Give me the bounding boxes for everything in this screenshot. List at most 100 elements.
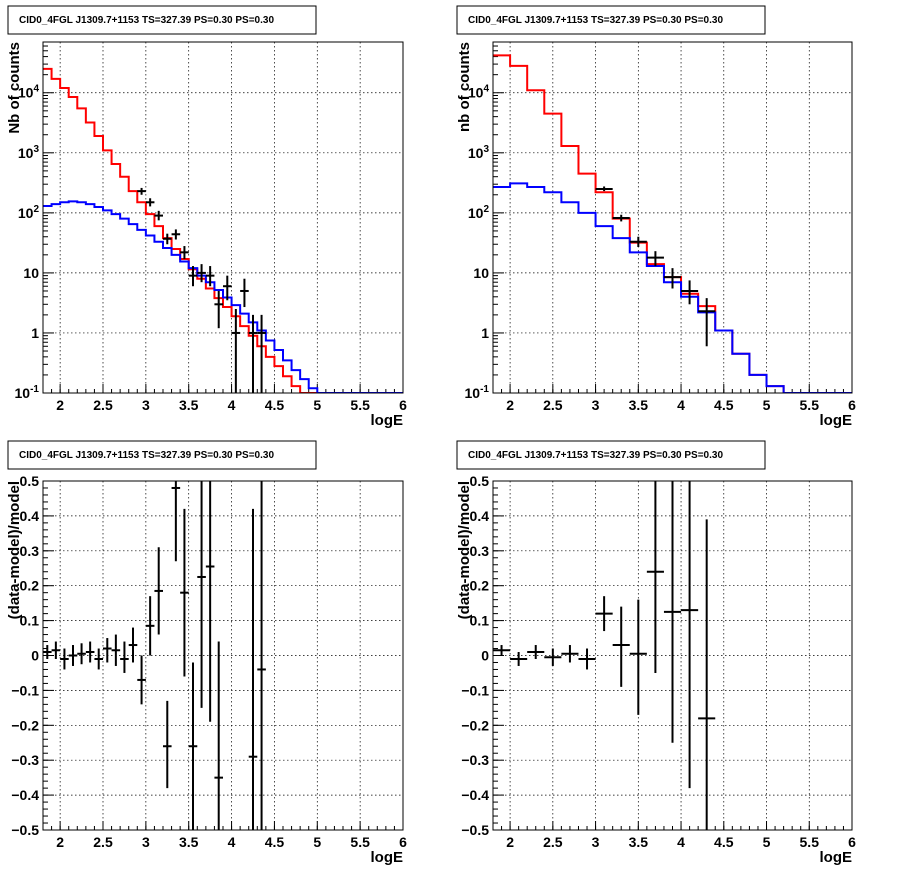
y-tick-label: −0.2 [461, 717, 489, 733]
data-point [214, 641, 223, 830]
chart-title-box [456, 440, 766, 470]
x-tick-label: 3.5 [629, 397, 649, 413]
y-tick-label: −0.3 [11, 752, 39, 768]
y-tick-label: −0.1 [11, 682, 39, 698]
data-point [214, 290, 223, 329]
y-tick-label: 0 [31, 648, 39, 664]
data-point [103, 638, 112, 663]
x-tick-label: 4 [228, 397, 236, 413]
data-point [223, 275, 232, 301]
y-tick-label: 103 [468, 144, 490, 161]
chart-title: CID0_4FGL J1309.7+1153 TS=327.39 PS=0.30… [19, 450, 274, 461]
data-point [646, 251, 664, 267]
plot-area [43, 67, 403, 393]
y-axis-label: (data-model)/model [456, 481, 473, 619]
chart-panel-1: 2 2.5 3 3.5 4 4.5 5 5.5 610-1110102103104logENb … [6, 5, 407, 429]
x-tick-label: 5.5 [350, 397, 370, 413]
data-point [77, 643, 86, 665]
y-tick-label: 1 [31, 325, 39, 341]
plot-frame [42, 41, 404, 394]
data-point [510, 652, 528, 666]
y-tick-label: 10 [473, 265, 489, 281]
y-tick-label: 102 [18, 204, 40, 221]
data-point [154, 210, 163, 221]
x-tick-label: 5 [763, 397, 771, 413]
x-tick-label: 3 [142, 834, 150, 850]
x-tick-label: 4 [677, 397, 685, 413]
x-tick-label: 2.5 [93, 834, 113, 850]
x-tick-label: 2.5 [543, 834, 563, 850]
chart-title-box [7, 5, 317, 35]
model-histogram-series-2 [43, 200, 403, 393]
data-point [663, 268, 682, 289]
x-tick-label: 5 [763, 834, 771, 850]
y-tick-label: −0.3 [461, 752, 489, 768]
data-point [111, 634, 121, 666]
data-point [595, 186, 613, 192]
y-tick-label: 10 [23, 265, 39, 281]
data-point [681, 280, 699, 305]
data-point [171, 481, 181, 562]
plot-frame [42, 480, 404, 831]
x-tick-label: 3 [592, 834, 600, 850]
data-point [154, 547, 163, 635]
x-axis-label: logE [820, 849, 853, 866]
y-tick-label: 10-1 [465, 384, 490, 401]
data-point [698, 298, 716, 347]
plot-area [43, 481, 266, 830]
x-tick-label: 4.5 [265, 397, 285, 413]
data-point [595, 596, 613, 632]
data-point [544, 648, 562, 666]
data-point [163, 233, 172, 245]
x-tick-label: 5 [313, 834, 321, 850]
chart-panel-4: 2 2.5 3 3.5 4 4.5 5 5.5 6 −0.5 −0.4 −0.3 −0.2 −0.1 0 0.… [456, 440, 856, 866]
x-axis-label: logE [371, 849, 404, 866]
x-tick-label: 2 [56, 397, 64, 413]
data-point [171, 229, 181, 240]
chart-panel-3: 2 2.5 3 3.5 4 4.5 5 5.5 6 −0.5 −0.4 −0.3 −0.2 −0.1 0 0.… [6, 440, 407, 866]
x-tick-label: 2 [506, 834, 514, 850]
x-tick-label: 4.5 [265, 834, 285, 850]
data-point [205, 266, 215, 287]
x-axis-label: logE [371, 412, 404, 429]
data-point [663, 481, 682, 743]
data-point [681, 481, 699, 789]
y-tick-label: 0.4 [470, 508, 490, 524]
data-point [578, 648, 596, 670]
data-point [629, 599, 647, 715]
data-point [240, 278, 249, 308]
y-tick-label: 102 [468, 204, 490, 221]
data-point [85, 641, 95, 663]
data-point [257, 481, 266, 830]
x-tick-label: 3 [592, 397, 600, 413]
data-point [561, 645, 579, 663]
data-point [188, 662, 198, 830]
x-axis-label: logE [820, 412, 853, 429]
data-point [231, 309, 241, 393]
data-point [646, 481, 664, 673]
x-tick-label: 2.5 [93, 397, 113, 413]
data-point [51, 641, 61, 659]
chart-title: CID0_4FGL J1309.7+1153 TS=327.39 PS=0.30… [19, 15, 274, 26]
chart-title: CID0_4FGL J1309.7+1153 TS=327.39 PS=0.30… [468, 15, 723, 26]
x-tick-label: 2 [506, 397, 514, 413]
y-tick-label: −0.2 [11, 717, 39, 733]
data-point [60, 648, 69, 670]
x-tick-label: 3.5 [179, 397, 199, 413]
y-tick-label: 0.5 [20, 473, 40, 489]
x-tick-label: 6 [848, 397, 856, 413]
data-point [180, 508, 189, 677]
plot-frame [492, 480, 853, 831]
x-tick-label: 6 [399, 834, 407, 850]
x-tick-label: 5.5 [350, 834, 370, 850]
plot-frame [492, 41, 853, 394]
data-point [180, 246, 189, 260]
data-point [698, 519, 716, 830]
y-tick-label: −0.1 [461, 682, 489, 698]
data-point [197, 481, 206, 708]
x-tick-label: 3 [142, 397, 150, 413]
data-point [257, 314, 266, 393]
chart-title: CID0_4FGL J1309.7+1153 TS=327.39 PS=0.30… [468, 450, 723, 461]
y-tick-label: 0 [481, 648, 489, 664]
